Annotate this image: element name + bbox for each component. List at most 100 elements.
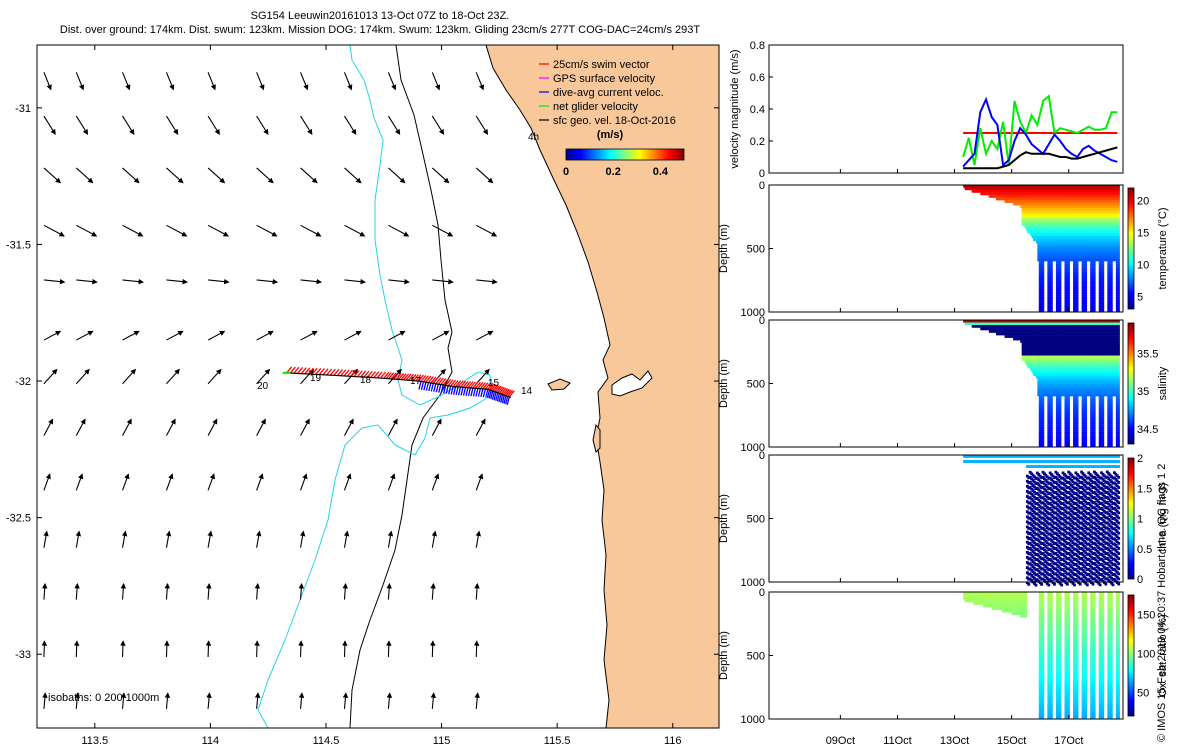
salinity-cell (1047, 340, 1050, 343)
temperature-cell (1098, 268, 1102, 272)
temperature-cell (1115, 240, 1119, 244)
salinity-cell (1031, 365, 1035, 369)
temperature-cell (1083, 200, 1086, 203)
salinity-cell (1038, 368, 1042, 371)
temperature-cell (1028, 210, 1032, 213)
salinity-cell (1067, 370, 1070, 374)
temperature-cell (1103, 207, 1106, 211)
temperature-cell (1103, 240, 1106, 244)
temperature-cell (1095, 233, 1099, 236)
salinity-cell (975, 322, 979, 326)
temperature-cell (1103, 197, 1106, 201)
temperature-cell (1050, 190, 1053, 193)
temperature-cell (1064, 289, 1068, 292)
temperature-cell (1047, 230, 1050, 234)
temperature-cell (1014, 200, 1018, 203)
temperature-cell (1075, 197, 1079, 201)
velocity-ytick-label: 0 (759, 168, 765, 180)
temperature-cell (1060, 195, 1063, 198)
salinity-cell (1057, 345, 1060, 348)
temperature-cell (1110, 248, 1113, 252)
salinity-cell (1084, 350, 1088, 354)
salinity-cell (1045, 391, 1049, 394)
temperature-cell (1095, 238, 1099, 241)
temperature-cell (1048, 286, 1052, 290)
temperature-cell (1073, 296, 1076, 300)
temperature-cell (1055, 212, 1059, 216)
temperature-cell (1035, 218, 1039, 221)
temperature-cell (1058, 228, 1062, 231)
salinity-cell (974, 325, 978, 328)
temperature-cell (1075, 212, 1079, 216)
salinity-cell (1023, 347, 1026, 351)
salinity-cell (1081, 391, 1085, 394)
temperature-cell (1013, 192, 1016, 196)
temperature-cell (1068, 228, 1072, 231)
temperature-cell (1038, 271, 1042, 274)
temperature-cell (1047, 299, 1050, 302)
temperature-cell (1050, 294, 1053, 297)
temperature-cell (1108, 271, 1112, 274)
salinity-cell (1045, 337, 1049, 341)
current-vector (387, 418, 398, 436)
salinity-cell (1038, 441, 1042, 445)
temperature-cell (1037, 240, 1040, 244)
salinity-cell (1035, 355, 1039, 359)
salinity-cell (1025, 358, 1029, 361)
salinity-cell (1017, 337, 1020, 341)
temperature-cell (1111, 235, 1115, 239)
temperature-cell (1073, 233, 1076, 236)
temperature-cell (1065, 263, 1069, 267)
temperature-cell (1057, 205, 1060, 208)
temperature-cell (1097, 223, 1100, 226)
temperature-cell (978, 187, 982, 191)
current-vector (207, 473, 215, 491)
swim-vector (488, 383, 495, 391)
temperature-cell (1100, 233, 1103, 236)
salinity-cell (993, 325, 996, 328)
salinity-cell (1073, 416, 1076, 420)
current-vector (300, 418, 310, 436)
temperature-cell (1048, 291, 1052, 295)
salinity-cell (1058, 373, 1062, 376)
salinity-cell (1048, 347, 1052, 351)
temperature-cell (1053, 225, 1056, 229)
salinity-cell (1027, 325, 1030, 328)
temperature-cell (1108, 202, 1112, 206)
salinity-cell (1057, 416, 1060, 420)
salinity-cell (1015, 337, 1019, 341)
salinity-cell (1035, 325, 1039, 328)
temperature-cell (1053, 228, 1056, 231)
salinity-cell (1065, 378, 1069, 382)
salinity-cell (1044, 337, 1048, 341)
swim-vector (502, 388, 509, 395)
temperature-cell (1014, 187, 1018, 191)
salinity-cell (1067, 411, 1070, 415)
salinity-cell (1078, 386, 1082, 389)
temperature-cell (1070, 205, 1073, 208)
temperature-cell (1117, 228, 1120, 231)
temperature-cell (997, 197, 1000, 201)
temperature-cell (1031, 187, 1035, 191)
temperature-cell (1100, 210, 1103, 213)
temperature-cell (1041, 296, 1045, 300)
salinity-cell (1048, 332, 1052, 336)
salinity-cell (1065, 411, 1069, 415)
salinity-cell (1057, 388, 1060, 392)
temperature-cell (1040, 278, 1043, 282)
temperature-cell (1103, 243, 1106, 247)
temperature-cell (1098, 192, 1102, 196)
salinity-cell (1067, 426, 1070, 430)
temperature-cell (1064, 212, 1068, 216)
current-vector (76, 278, 98, 285)
salinity-cell (1077, 386, 1080, 389)
salinity-cell (1077, 365, 1080, 369)
temperature-cell (1081, 286, 1085, 290)
salinity-cell (1081, 332, 1085, 336)
temperature-cell (1043, 240, 1046, 244)
temperature-cell (1053, 202, 1056, 206)
salinity-cell (978, 322, 982, 326)
salinity-cell (1077, 342, 1080, 346)
temperature-cell (1050, 240, 1053, 244)
salinity-cell (1083, 413, 1086, 417)
